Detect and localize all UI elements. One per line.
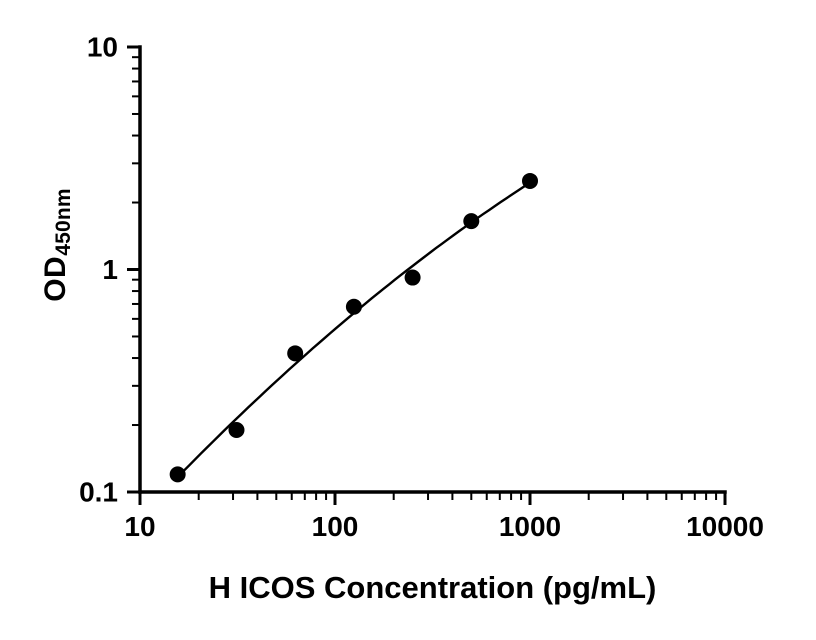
x-tick-label: 10 bbox=[124, 511, 155, 542]
data-point bbox=[169, 466, 186, 483]
data-point bbox=[345, 298, 362, 315]
y-axis-title: OD450nm bbox=[39, 188, 75, 302]
data-point bbox=[404, 269, 421, 286]
x-tick-label: 10000 bbox=[686, 511, 764, 542]
y-tick-label: 1 bbox=[102, 254, 118, 285]
data-point bbox=[287, 345, 304, 362]
x-axis-title: H ICOS Concentration (pg/mL) bbox=[208, 570, 657, 605]
data-point bbox=[522, 172, 538, 189]
y-tick-label: 10 bbox=[87, 32, 118, 63]
x-tick-label: 1000 bbox=[499, 511, 561, 542]
y-axis-title-subscript: 450nm bbox=[52, 188, 75, 256]
data-point bbox=[228, 421, 245, 438]
y-tick-label: 0.1 bbox=[79, 477, 118, 508]
y-axis-title-main: OD bbox=[39, 255, 72, 302]
x-tick-label: 100 bbox=[312, 511, 359, 542]
data-point bbox=[463, 213, 480, 230]
